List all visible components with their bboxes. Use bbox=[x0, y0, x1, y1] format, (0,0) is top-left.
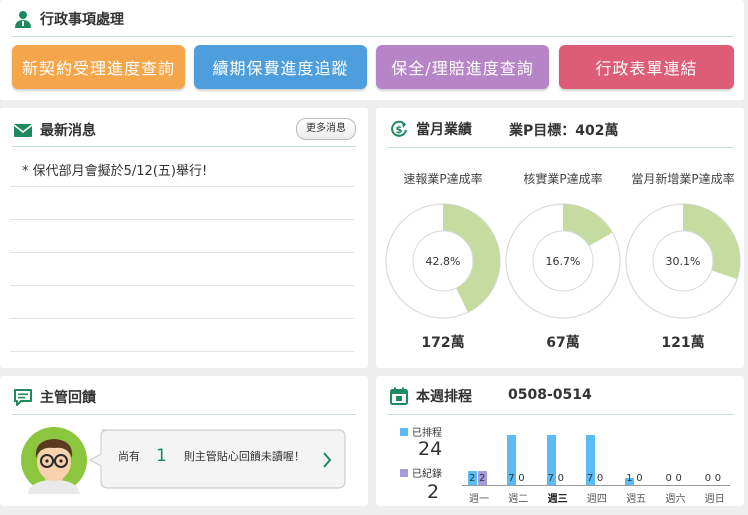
day-label: 週四 bbox=[586, 494, 607, 505]
chart-baseline bbox=[462, 485, 730, 486]
speed-report-gauge: 42.8% bbox=[385, 203, 501, 319]
legend-scheduled: 已排程 bbox=[400, 424, 442, 439]
svg-text:$: $ bbox=[396, 125, 403, 136]
gauge-hole bbox=[652, 230, 714, 292]
performance-divider bbox=[388, 147, 734, 148]
legend-scheduled-swatch bbox=[400, 427, 408, 436]
gauge-fill bbox=[443, 204, 500, 313]
day-label: 週日 bbox=[704, 494, 725, 505]
news-row-divider bbox=[10, 186, 354, 187]
money-refresh-icon: $ bbox=[391, 120, 407, 137]
gauge-fill bbox=[683, 204, 740, 279]
bar-value-label: 0 bbox=[675, 473, 682, 484]
gauge-title: 速報業P達成率 bbox=[403, 172, 483, 186]
manager-avatar bbox=[21, 427, 87, 494]
gauge-value: 67萬 bbox=[546, 335, 580, 351]
day-label: 週一 bbox=[469, 494, 489, 505]
scheduled-bar[interactable] bbox=[585, 435, 595, 485]
day-label: 週二 bbox=[508, 494, 529, 505]
scheduled-bar[interactable] bbox=[546, 435, 556, 485]
news-row-divider bbox=[10, 219, 354, 220]
scheduled-bar[interactable] bbox=[625, 477, 635, 485]
news-row-divider bbox=[10, 351, 354, 352]
news-panel bbox=[0, 108, 368, 368]
feedback-title: 主管回饋 bbox=[40, 390, 96, 406]
calendar-icon bbox=[390, 387, 408, 405]
gauge-percent-label: 42.8% bbox=[426, 255, 461, 268]
legend-recorded: 已紀錄 bbox=[400, 465, 442, 480]
verified-gauge: 16.7% bbox=[505, 203, 621, 319]
schedule-title: 本週排程 bbox=[416, 389, 472, 405]
bar-value-label: 7 bbox=[586, 473, 594, 484]
gauge-title: 當月新增業P達成率 bbox=[631, 172, 735, 186]
news-title: 最新消息 bbox=[40, 123, 96, 139]
performance-target: 業P目標：402萬 bbox=[509, 123, 619, 139]
performance-title: 當月業績 bbox=[416, 122, 472, 138]
gauge-value: 172萬 bbox=[421, 335, 465, 351]
news-divider bbox=[12, 146, 356, 147]
legend-recorded-swatch bbox=[400, 468, 408, 477]
feedback-header: 主管回饋 bbox=[14, 387, 96, 407]
bar-value-label: 2 bbox=[469, 473, 476, 484]
day-label: 週六 bbox=[665, 494, 686, 505]
feedback-divider bbox=[12, 414, 356, 415]
admin-divider bbox=[12, 36, 734, 37]
bar-value-label: 7 bbox=[508, 473, 515, 484]
bar-value-label: 1 bbox=[626, 473, 633, 484]
news-item[interactable]: * 保代部月會擬於5/12(五)舉行! bbox=[22, 164, 208, 179]
bar-value-label: 0 bbox=[557, 473, 564, 484]
day-label: 週三 bbox=[547, 494, 568, 505]
news-header: 最新消息 bbox=[14, 120, 96, 140]
news-row-divider bbox=[10, 285, 354, 286]
schedule-panel bbox=[376, 376, 744, 506]
schedule-range: 0508-0514 bbox=[508, 387, 592, 403]
new-business-gauge: 30.1% bbox=[625, 203, 741, 319]
schedule-divider bbox=[388, 414, 734, 415]
bar-value-label: 0 bbox=[596, 473, 604, 484]
gauge-hole bbox=[412, 230, 474, 292]
scheduled-bar[interactable] bbox=[507, 435, 517, 485]
gauge-fill bbox=[563, 204, 613, 247]
recorded-total: 2 bbox=[427, 481, 440, 503]
new-contract-query-button[interactable]: 新契約受理進度查詢 bbox=[12, 45, 185, 89]
speech-bubble[interactable] bbox=[86, 428, 348, 492]
schedule-header: 本週排程 bbox=[390, 386, 472, 406]
legend-recorded-label: 已紀錄 bbox=[412, 469, 442, 480]
renewal-premium-tracking-button[interactable]: 續期保費進度追蹤 bbox=[194, 45, 367, 89]
chat-icon bbox=[14, 388, 32, 406]
scheduled-bar[interactable] bbox=[468, 470, 477, 485]
admin-title: 行政事項處理 bbox=[40, 12, 124, 28]
person-icon bbox=[15, 11, 31, 28]
admin-forms-link-button[interactable]: 行政表單連結 bbox=[559, 45, 734, 89]
bar-value-label: 7 bbox=[547, 473, 554, 484]
recorded-bar[interactable] bbox=[478, 470, 487, 485]
bar-value-label: 0 bbox=[665, 473, 672, 484]
claims-progress-query-button[interactable]: 保全/理賠進度查詢 bbox=[376, 45, 549, 89]
bar-value-label: 0 bbox=[518, 473, 525, 484]
performance-header: $ 當月業績 bbox=[390, 119, 472, 139]
news-row-divider bbox=[10, 252, 354, 253]
bar-value-label: 0 bbox=[704, 473, 712, 484]
gauge-percent-label: 30.1% bbox=[666, 255, 701, 268]
gauge-title: 核實業P達成率 bbox=[523, 172, 603, 186]
news-row-divider bbox=[10, 318, 354, 319]
day-label: 週五 bbox=[626, 494, 647, 505]
bar-value-label: 2 bbox=[479, 473, 486, 484]
feedback-message[interactable]: 尚有 1 則主管貼心回饋未讀喔！ bbox=[118, 446, 305, 466]
mail-icon bbox=[14, 123, 32, 137]
feedback-prefix: 尚有 bbox=[118, 450, 140, 463]
more-news-button[interactable]: 更多消息 bbox=[296, 118, 356, 140]
chevron-right-icon[interactable] bbox=[322, 451, 332, 469]
gauge-percent-label: 16.7% bbox=[546, 255, 581, 268]
bar-value-label: 0 bbox=[636, 473, 643, 484]
bar-value-label: 0 bbox=[714, 473, 722, 484]
unread-count: 1 bbox=[156, 446, 167, 466]
gauge-hole bbox=[532, 230, 594, 292]
admin-header: 行政事項處理 bbox=[14, 9, 124, 29]
feedback-suffix: 則主管貼心回饋未讀喔！ bbox=[183, 450, 305, 463]
legend-scheduled-label: 已排程 bbox=[412, 428, 442, 439]
gauge-value: 121萬 bbox=[661, 335, 705, 351]
scheduled-total: 24 bbox=[418, 438, 443, 460]
